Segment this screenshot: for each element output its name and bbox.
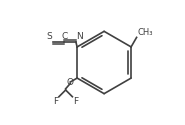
Text: F: F [73,97,78,106]
Text: F: F [53,97,58,106]
Text: S: S [46,32,52,41]
Text: CH₃: CH₃ [137,28,153,37]
Text: O: O [67,78,74,86]
Text: N: N [76,32,83,41]
Text: C: C [61,32,67,41]
